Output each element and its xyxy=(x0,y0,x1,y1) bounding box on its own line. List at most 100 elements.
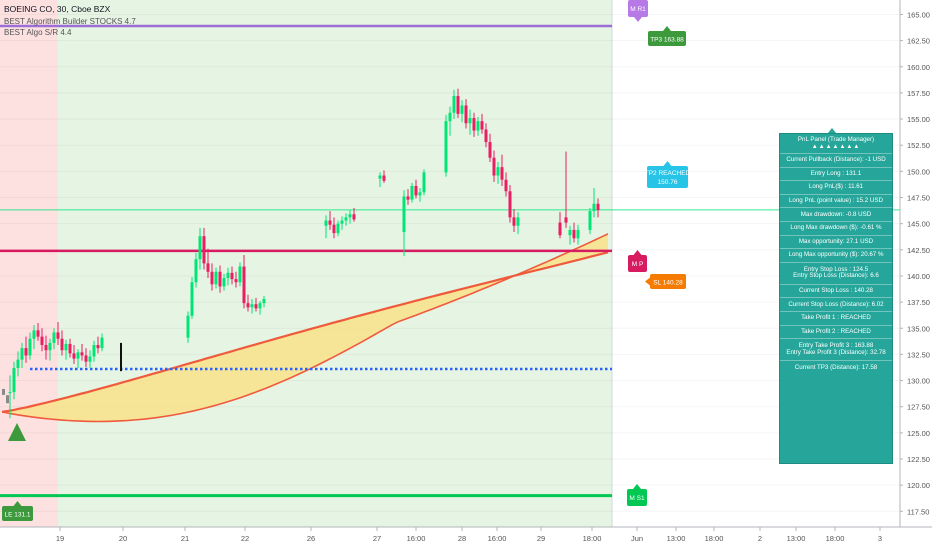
candle-body xyxy=(246,303,250,308)
tp2-label-box xyxy=(647,166,688,188)
candle-body xyxy=(456,96,460,114)
candle-body xyxy=(460,105,464,114)
y-tick-label: 145.00 xyxy=(907,220,930,229)
x-tick-label: 27 xyxy=(373,534,381,543)
pivot-label-pointer xyxy=(633,250,642,255)
study-title-2[interactable]: BEST Algo S/R 4.4 xyxy=(4,28,72,37)
y-tick-label: 142.50 xyxy=(907,246,930,255)
candle-body xyxy=(596,203,600,211)
candle-body xyxy=(564,217,568,223)
le-label-text: LE 131.1 xyxy=(4,512,30,519)
slow-ma-line xyxy=(1,233,609,423)
panel-row: Entry Stop Loss : 124.5 Entry Stop Loss (… xyxy=(780,263,892,285)
y-tick-label: 147.50 xyxy=(907,194,930,203)
le-label-box xyxy=(2,506,33,521)
x-tick-label: 26 xyxy=(307,534,315,543)
candle-body xyxy=(324,220,328,226)
y-tick-label: 120.00 xyxy=(907,481,930,490)
grid xyxy=(0,13,900,512)
candle-body xyxy=(448,112,452,122)
panel-row: Max drawdown: -0.8 USD xyxy=(780,208,892,222)
y-tick-label: 135.00 xyxy=(907,324,930,333)
sl-label-text: SL 140.28 xyxy=(653,280,683,287)
y-tick-label: 162.50 xyxy=(907,37,930,46)
candle-body xyxy=(336,223,340,234)
r1-label-text: M R1 xyxy=(630,6,646,13)
candle-body xyxy=(588,211,592,230)
panel-row: Current Stop Loss (Distance): 6.02 xyxy=(780,298,892,312)
candle-body xyxy=(202,236,206,264)
x-tick-label: 19 xyxy=(56,534,64,543)
fast-ma-line xyxy=(1,251,609,413)
candle-body xyxy=(568,229,572,236)
x-tick-label: 28 xyxy=(458,534,466,543)
candle-body xyxy=(218,271,222,287)
x-tick-label: 18:00 xyxy=(705,534,724,543)
s1-label-pointer xyxy=(633,484,641,489)
candle-body xyxy=(92,344,96,357)
candle-body xyxy=(484,129,488,143)
candle-body xyxy=(194,259,198,283)
candle-body xyxy=(378,175,382,179)
candle-body xyxy=(198,236,202,260)
candle-body xyxy=(96,344,100,349)
candle-body xyxy=(64,343,68,351)
symbol-title[interactable]: BOEING CO, 30, Cboe BZX xyxy=(4,4,111,14)
panel-row: Long PnL (point value) : 15.2 USD xyxy=(780,195,892,209)
sl-label: SL 140.28 xyxy=(645,274,686,289)
pivot-label: M P xyxy=(628,250,647,272)
panel-header: PnL Panel (Trade Manager) ▲▲▲▲▲▲▲ xyxy=(780,134,892,154)
candle-body xyxy=(480,121,484,130)
tp3-label-pointer xyxy=(663,26,671,31)
triangle-row-icon: ▲▲▲▲▲▲▲ xyxy=(811,143,861,150)
candle-body xyxy=(402,196,406,233)
r1-label-pointer xyxy=(634,17,642,22)
study-title-1[interactable]: BEST Algorithm Builder STOCKS 4.7 xyxy=(4,17,136,26)
panel-row: Long Max opportunity ($): 20.67 % xyxy=(780,249,892,263)
candle-body xyxy=(72,353,76,359)
r1-label: M R1 xyxy=(628,0,648,22)
pivot-label-box xyxy=(628,255,647,272)
panel-title: PnL Panel (Trade Manager) xyxy=(797,136,875,144)
x-axis: 19 20 21 22 26 27 16:00 28 16:00 29 18:00 Jun 13:00 1… xyxy=(56,527,882,543)
s1-label-box xyxy=(627,489,647,506)
x-tick-label: 21 xyxy=(181,534,189,543)
y-axis-bg[interactable] xyxy=(900,0,932,550)
candle-body xyxy=(572,229,576,239)
candle-body xyxy=(348,214,352,218)
candle-body xyxy=(332,224,336,234)
candle-body xyxy=(410,186,414,200)
tp3-label-text: TP3 163.88 xyxy=(650,37,684,44)
panel-row: Long PnL($) : 11.61 xyxy=(780,181,892,195)
candle-body xyxy=(504,179,508,192)
candle-body xyxy=(56,332,60,339)
candle-body xyxy=(40,336,44,345)
candle-body xyxy=(214,271,218,285)
x-axis-bg[interactable] xyxy=(0,527,900,550)
candle-body xyxy=(476,121,480,131)
candle-body xyxy=(28,338,32,356)
x-tick-label: 29 xyxy=(537,534,545,543)
candle-body xyxy=(592,203,596,212)
candle-body xyxy=(328,220,332,225)
x-tick-label: 16:00 xyxy=(488,534,507,543)
y-tick-label: 150.00 xyxy=(907,167,930,176)
tp2-label: TP2 REACHED 150.76 xyxy=(645,161,691,188)
le-label-pointer xyxy=(13,501,22,506)
candle-body xyxy=(230,272,234,280)
buy-triangle-icon xyxy=(8,423,26,441)
candle-body xyxy=(464,105,468,124)
tp2-label-text: TP2 REACHED xyxy=(645,170,691,177)
candle-body xyxy=(512,217,516,226)
candle-body xyxy=(190,282,194,316)
y-tick-label: 155.00 xyxy=(907,115,930,124)
green-zone-bg xyxy=(58,0,612,527)
y-tick-label: 165.00 xyxy=(907,10,930,19)
x-tick-label: 22 xyxy=(241,534,249,543)
candle-body xyxy=(84,355,88,362)
candle-body xyxy=(206,263,210,272)
candle-body xyxy=(516,217,520,226)
candle-body xyxy=(80,352,84,356)
